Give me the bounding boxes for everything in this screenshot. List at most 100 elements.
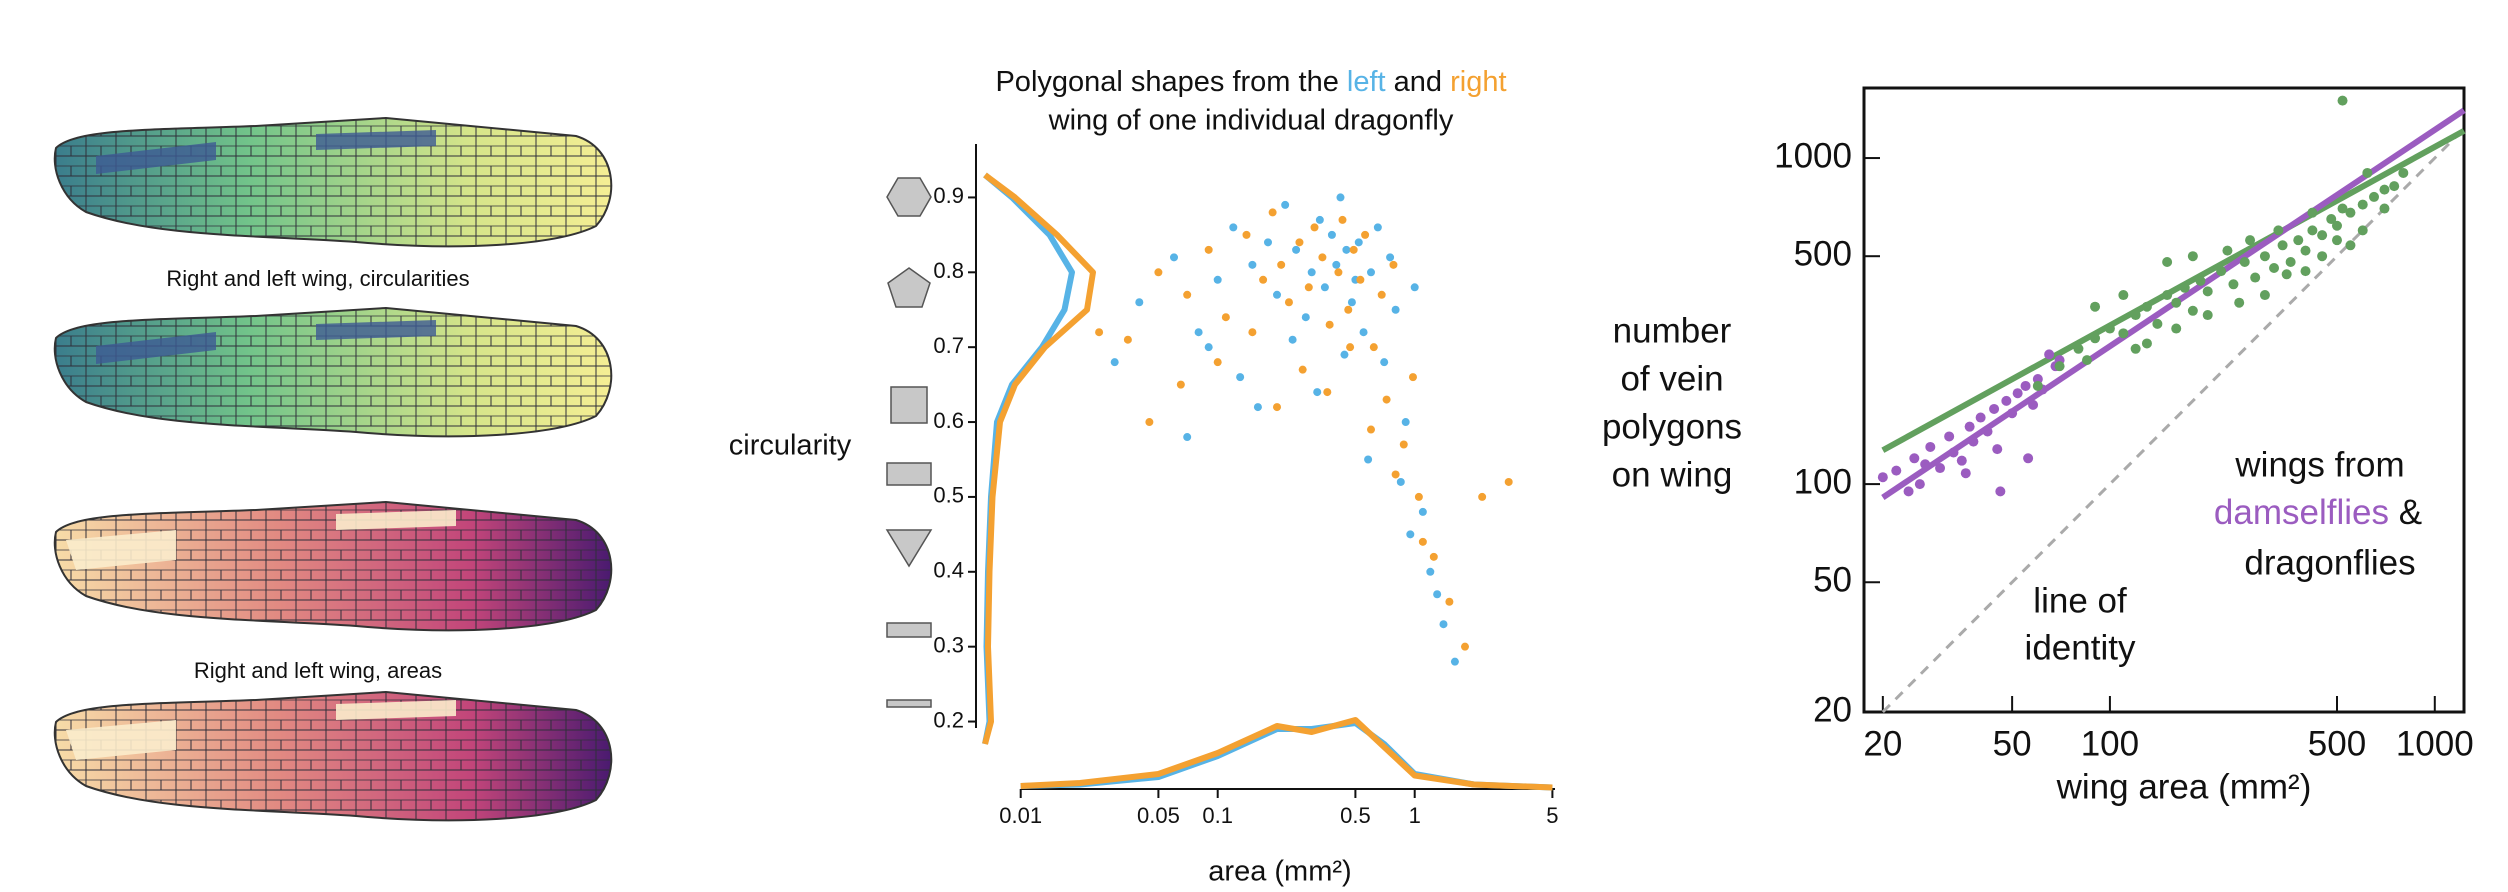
x-tick-label: 0.05 bbox=[1137, 803, 1180, 828]
point bbox=[1315, 215, 1324, 224]
y-tick-label: 0.3 bbox=[933, 632, 964, 657]
y-tick-label: 50 bbox=[1813, 561, 1852, 600]
point bbox=[1170, 253, 1178, 262]
fit-line bbox=[1881, 128, 2466, 453]
point bbox=[1145, 418, 1154, 427]
y-tick-label: 0.9 bbox=[933, 183, 964, 208]
point bbox=[1304, 283, 1313, 292]
y-axis-label: on wing bbox=[1612, 455, 1733, 494]
point bbox=[2307, 225, 2318, 236]
x-tick-label: 500 bbox=[2308, 724, 2366, 763]
rectangle-icon bbox=[886, 462, 932, 486]
title-series-name: left bbox=[1347, 66, 1386, 98]
legend-joiner: & bbox=[2399, 493, 2422, 532]
annotation: identity bbox=[2025, 628, 2136, 667]
point bbox=[1194, 328, 1203, 337]
y-axis-label: polygons bbox=[1602, 407, 1742, 446]
point bbox=[2012, 388, 2023, 399]
point bbox=[1433, 590, 1442, 599]
point bbox=[2044, 349, 2055, 360]
point bbox=[2317, 230, 2328, 241]
point bbox=[1414, 492, 1423, 501]
point bbox=[1342, 245, 1351, 254]
point bbox=[2081, 355, 2092, 366]
point bbox=[2357, 225, 2368, 236]
point bbox=[1320, 283, 1329, 292]
point bbox=[1992, 444, 2003, 455]
point bbox=[1221, 313, 1230, 322]
point bbox=[2118, 328, 2129, 339]
x-tick-label: 50 bbox=[1993, 724, 2032, 763]
point bbox=[2228, 279, 2239, 290]
point bbox=[2141, 301, 2152, 312]
point bbox=[1236, 373, 1245, 382]
point bbox=[1877, 472, 1888, 483]
point bbox=[1253, 403, 1262, 412]
point bbox=[2337, 203, 2348, 214]
point bbox=[1332, 260, 1341, 269]
point bbox=[2300, 245, 2311, 256]
point bbox=[1347, 298, 1356, 307]
point bbox=[2202, 286, 2213, 297]
legend-entry: damselflies bbox=[2214, 493, 2389, 532]
point bbox=[2362, 167, 2373, 178]
point bbox=[2104, 323, 2115, 334]
point bbox=[1183, 433, 1192, 442]
point bbox=[1323, 388, 1332, 397]
point bbox=[1445, 597, 1454, 606]
point bbox=[1284, 298, 1293, 307]
wing-label: Right and left wing, circularities bbox=[166, 266, 469, 291]
point bbox=[1354, 238, 1363, 247]
point bbox=[2357, 199, 2368, 210]
point bbox=[1389, 260, 1398, 269]
point bbox=[2001, 395, 2012, 406]
point bbox=[2379, 203, 2390, 214]
y-tick-label: 0.4 bbox=[933, 558, 964, 583]
point bbox=[2032, 374, 2043, 385]
point bbox=[1925, 441, 1936, 452]
x-axis-label: area (mm²) bbox=[1208, 856, 1351, 888]
point bbox=[1401, 418, 1410, 427]
pentagon-icon bbox=[887, 267, 931, 308]
point bbox=[2187, 251, 2198, 262]
title-part: and bbox=[1394, 66, 1442, 98]
point bbox=[1346, 343, 1355, 352]
point bbox=[1429, 552, 1438, 561]
point bbox=[2293, 235, 2304, 246]
point bbox=[1450, 657, 1459, 666]
point bbox=[1914, 479, 1925, 490]
point bbox=[2162, 290, 2173, 301]
point bbox=[1410, 283, 1419, 292]
fit-line bbox=[1881, 127, 2466, 714]
point bbox=[2307, 207, 2318, 218]
wing-panel: Right and left wing, circularities Right… bbox=[53, 117, 613, 822]
point bbox=[2259, 290, 2270, 301]
point bbox=[2326, 214, 2337, 225]
annotation: line of bbox=[2033, 581, 2127, 620]
y-tick-label: 0.2 bbox=[933, 707, 964, 732]
y-axis-label: circularity bbox=[729, 430, 852, 462]
point bbox=[2273, 225, 2284, 236]
x-tick-label: 1 bbox=[1409, 803, 1421, 828]
point bbox=[2285, 256, 2296, 267]
x-tick-label: 5 bbox=[1546, 803, 1558, 828]
point bbox=[2118, 290, 2129, 301]
point bbox=[2379, 184, 2390, 195]
legend-entry: dragonflies bbox=[2244, 543, 2415, 582]
wing bbox=[53, 691, 613, 822]
x-tick-label: 0.1 bbox=[1202, 803, 1233, 828]
point bbox=[2259, 251, 2270, 262]
square-icon bbox=[890, 386, 928, 424]
x-tick-label: 100 bbox=[2081, 724, 2139, 763]
point bbox=[1439, 620, 1448, 629]
y-tick-label: 1000 bbox=[1774, 136, 1852, 175]
point bbox=[1338, 215, 1347, 224]
point bbox=[2245, 235, 2256, 246]
x-axis-label: wing area (mm²) bbox=[2056, 767, 2312, 806]
point bbox=[1213, 275, 1222, 284]
legend-title: wings from bbox=[2234, 445, 2404, 484]
point bbox=[1391, 305, 1400, 314]
point bbox=[2398, 167, 2409, 178]
